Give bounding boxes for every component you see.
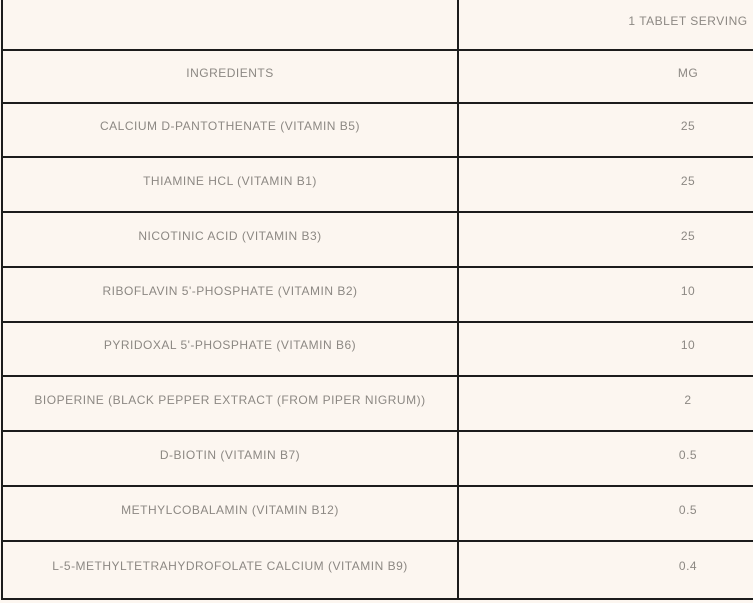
header-row-columns: INGREDIENTS MG: [3, 51, 753, 104]
ingredient-row: RIBOFLAVIN 5'-PHOSPHATE (VITAMIN B2) 10: [3, 268, 753, 323]
amount-cell: 10: [680, 283, 696, 298]
ingredient-cell: BIOPERINE (BLACK PEPPER EXTRACT (FROM PI…: [3, 377, 459, 430]
amount-cell: 2: [684, 392, 692, 407]
mg-column-header: MG: [677, 65, 699, 80]
serving-size-label: 1 TABLET SERVING: [628, 13, 748, 28]
ingredient-row: THIAMINE HCL (VITAMIN B1) 25: [3, 158, 753, 213]
ingredient-row: PYRIDOXAL 5'-PHOSPHATE (VITAMIN B6) 10: [3, 323, 753, 377]
ingredient-row: D-BIOTIN (VITAMIN B7) 0.5: [3, 432, 753, 487]
ingredient-cell: THIAMINE HCL (VITAMIN B1): [3, 158, 459, 211]
ingredient-cell: METHYLCOBALAMIN (VITAMIN B12): [3, 487, 459, 540]
amount-cell: 10: [680, 338, 696, 352]
ingredients-column-header: INGREDIENTS: [3, 51, 459, 102]
ingredient-cell: CALCIUM D-PANTOTHENATE (VITAMIN B5): [3, 104, 459, 156]
amount-cell: 0.5: [678, 447, 698, 462]
serving-header-spacer-cell: [3, 0, 459, 49]
ingredient-cell: PYRIDOXAL 5'-PHOSPHATE (VITAMIN B6): [3, 323, 459, 375]
ingredient-cell: D-BIOTIN (VITAMIN B7): [3, 432, 459, 485]
ingredient-cell: L-5-METHYLTETRAHYDROFOLATE CALCIUM (VITA…: [3, 542, 459, 598]
amount-cell: 0.5: [678, 502, 698, 517]
ingredient-row: METHYLCOBALAMIN (VITAMIN B12) 0.5: [3, 487, 753, 542]
amount-cell: 25: [680, 119, 696, 133]
header-row-serving: 1 TABLET SERVING: [3, 0, 753, 51]
ingredient-row: CALCIUM D-PANTOTHENATE (VITAMIN B5) 25: [3, 104, 753, 158]
ingredient-cell: RIBOFLAVIN 5'-PHOSPHATE (VITAMIN B2): [3, 268, 459, 321]
ingredient-row: BIOPERINE (BLACK PEPPER EXTRACT (FROM PI…: [3, 377, 753, 432]
ingredient-cell: NICOTINIC ACID (VITAMIN B3): [3, 213, 459, 266]
ingredient-row: NICOTINIC ACID (VITAMIN B3) 25: [3, 213, 753, 268]
amount-cell: 0.4: [678, 559, 698, 573]
amount-cell: 25: [680, 173, 696, 188]
ingredient-row: L-5-METHYLTETRAHYDROFOLATE CALCIUM (VITA…: [3, 542, 753, 600]
amount-cell: 25: [680, 228, 696, 243]
